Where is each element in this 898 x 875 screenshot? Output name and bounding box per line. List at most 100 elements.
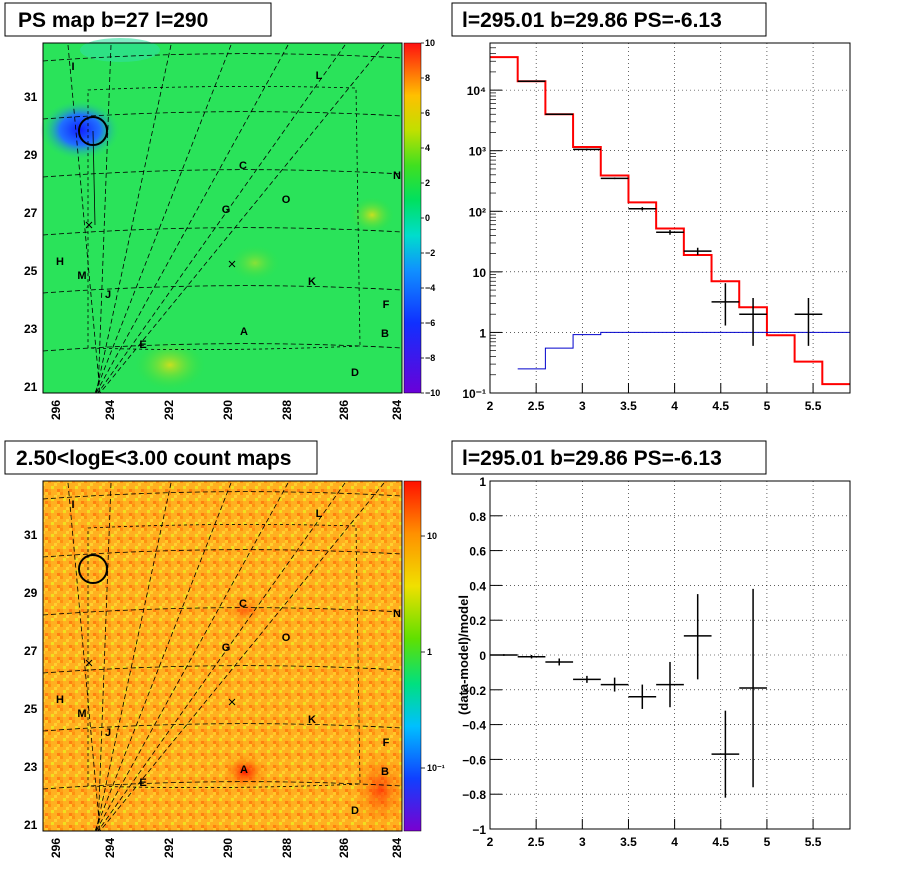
residual-title-box	[451, 440, 767, 475]
longitude-line	[94, 44, 232, 394]
y-tick-label: 0	[479, 649, 486, 663]
lon-tick-label: 296	[49, 400, 63, 420]
cross-marker	[228, 260, 236, 268]
x-tick-label: 4.5	[712, 399, 729, 413]
colorbar-tick-label: 0	[425, 213, 430, 223]
y-tick-label: −0.6	[462, 753, 486, 767]
cross-marker	[228, 698, 236, 706]
longitude-line	[94, 482, 232, 832]
lon-tick-label: 284	[390, 838, 404, 858]
spectrum-plot-area	[490, 43, 850, 393]
colorbar-tick-label: 1	[427, 647, 432, 657]
y-axis-label: (data-model)/model	[456, 595, 471, 715]
x-tick-label: 4	[671, 399, 678, 413]
region-label: J	[105, 289, 111, 301]
y-tick-label: 10	[473, 266, 487, 280]
region-label: L	[316, 70, 323, 82]
lon-tick-label: 288	[280, 400, 294, 420]
residual-panel: l=295.01 b=29.86 PS=-6.13 2 2.5 3 3.5 4 4.5 5 5…	[451, 440, 851, 849]
spectrum-title-box	[451, 2, 767, 37]
region-label: K	[308, 714, 316, 726]
x-tick-label: 3.5	[620, 399, 637, 413]
x-tick-label: 3	[579, 835, 586, 849]
colorbar-tick-label: 8	[425, 73, 430, 83]
count-colorbar-ticks: 10 1 10⁻¹	[421, 531, 445, 773]
region-label: N	[393, 608, 401, 620]
colorbar-tick-label: 6	[425, 108, 430, 118]
residual-title: l=295.01 b=29.86 PS=-6.13	[462, 447, 722, 470]
x-tick-label: 4.5	[712, 835, 729, 849]
lat-tick-label: 31	[24, 528, 38, 542]
residual-plot: 2 2.5 3 3.5 4 4.5 5 5.5 −1 −0.8 −0.6 −0.4 −0.2 0 0.2 0.…	[456, 475, 851, 849]
lon-tick-label: 290	[221, 838, 235, 858]
ps-map-warm-patch-3	[230, 245, 280, 281]
longitude-line	[97, 44, 346, 394]
region-label: A	[240, 326, 248, 338]
region-label: G	[222, 204, 231, 216]
colorbar-tick-label: −2	[425, 248, 435, 258]
latitude-line	[42, 665, 403, 674]
region-label: B	[381, 766, 389, 778]
x-tick-label: 5	[764, 399, 771, 413]
latitude-line	[42, 781, 403, 790]
count-map-panel: 2.50<logE<3.00 count maps 21 23 25 27 29 31 29…	[4, 440, 445, 858]
y-tick-label: 0.4	[469, 579, 486, 593]
x-tick-label: 5.5	[805, 835, 822, 849]
y-tick-label: 10⁴	[467, 84, 486, 98]
y-tick-label: −0.8	[462, 788, 486, 802]
x-tick-label: 2	[487, 399, 494, 413]
region-label: O	[282, 194, 291, 206]
y-tick-label: 0.6	[469, 545, 486, 559]
colorbar-tick-label: 4	[425, 143, 430, 153]
lon-tick-label: 286	[337, 400, 351, 420]
x-tick-label: 3.5	[620, 835, 637, 849]
count-map-source-c	[225, 594, 265, 626]
region-label: A	[240, 764, 248, 776]
latitude-line	[42, 169, 403, 178]
ps-map-frame	[42, 42, 403, 394]
y-tick-label: 0.8	[469, 510, 486, 524]
cross-marker	[85, 659, 93, 667]
y-tick-label: 0.2	[469, 614, 486, 628]
count-map-title-box	[4, 440, 318, 475]
colorbar-tick-label: 10	[427, 531, 437, 541]
count-map-colorbar	[403, 480, 422, 832]
region-label: E	[139, 339, 146, 351]
y-tick-label: 10³	[469, 145, 486, 159]
lon-tick-label: 292	[162, 838, 176, 858]
lon-tick-label: 294	[103, 400, 117, 420]
ps-colorbar-ticks: 10 8 6 4 2 0 −2 −4 −6 −8 −10	[421, 38, 440, 398]
spectrum-title: l=295.01 b=29.86 PS=-6.13	[462, 9, 722, 32]
lat-tick-label: 31	[24, 90, 38, 104]
region-label: F	[383, 299, 390, 311]
x-tick-label: 2	[487, 835, 494, 849]
x-tick-label: 3	[579, 399, 586, 413]
latitude-line	[42, 723, 403, 732]
ps-map-warm-patch	[135, 340, 205, 390]
region-label: J	[105, 727, 111, 739]
background-step-line	[517, 331, 850, 370]
y-tick-label: 1	[479, 475, 486, 489]
region-label: M	[77, 708, 86, 720]
lat-tick-label: 23	[24, 760, 38, 774]
lat-tick-label: 27	[24, 206, 38, 220]
longitude-line	[99, 44, 385, 394]
lon-tick-label: 286	[337, 838, 351, 858]
colorbar-tick-label: 10⁻¹	[427, 763, 445, 773]
latitude-line	[42, 111, 403, 120]
region-label: H	[56, 256, 64, 268]
y-tick-label: −0.2	[462, 684, 486, 698]
region-label: D	[351, 805, 359, 817]
y-tick-label: 10⁻¹	[462, 387, 486, 401]
lat-tick-label: 29	[24, 148, 38, 162]
region-label: C	[239, 598, 247, 610]
count-map-bright-source	[223, 754, 267, 790]
x-tick-label: 4	[671, 835, 678, 849]
longitude-line	[95, 44, 172, 394]
region-label: K	[308, 276, 316, 288]
spectrum-frame	[489, 42, 851, 394]
colorbar-tick-label: −8	[425, 353, 435, 363]
x-tick-label: 5.5	[805, 399, 822, 413]
